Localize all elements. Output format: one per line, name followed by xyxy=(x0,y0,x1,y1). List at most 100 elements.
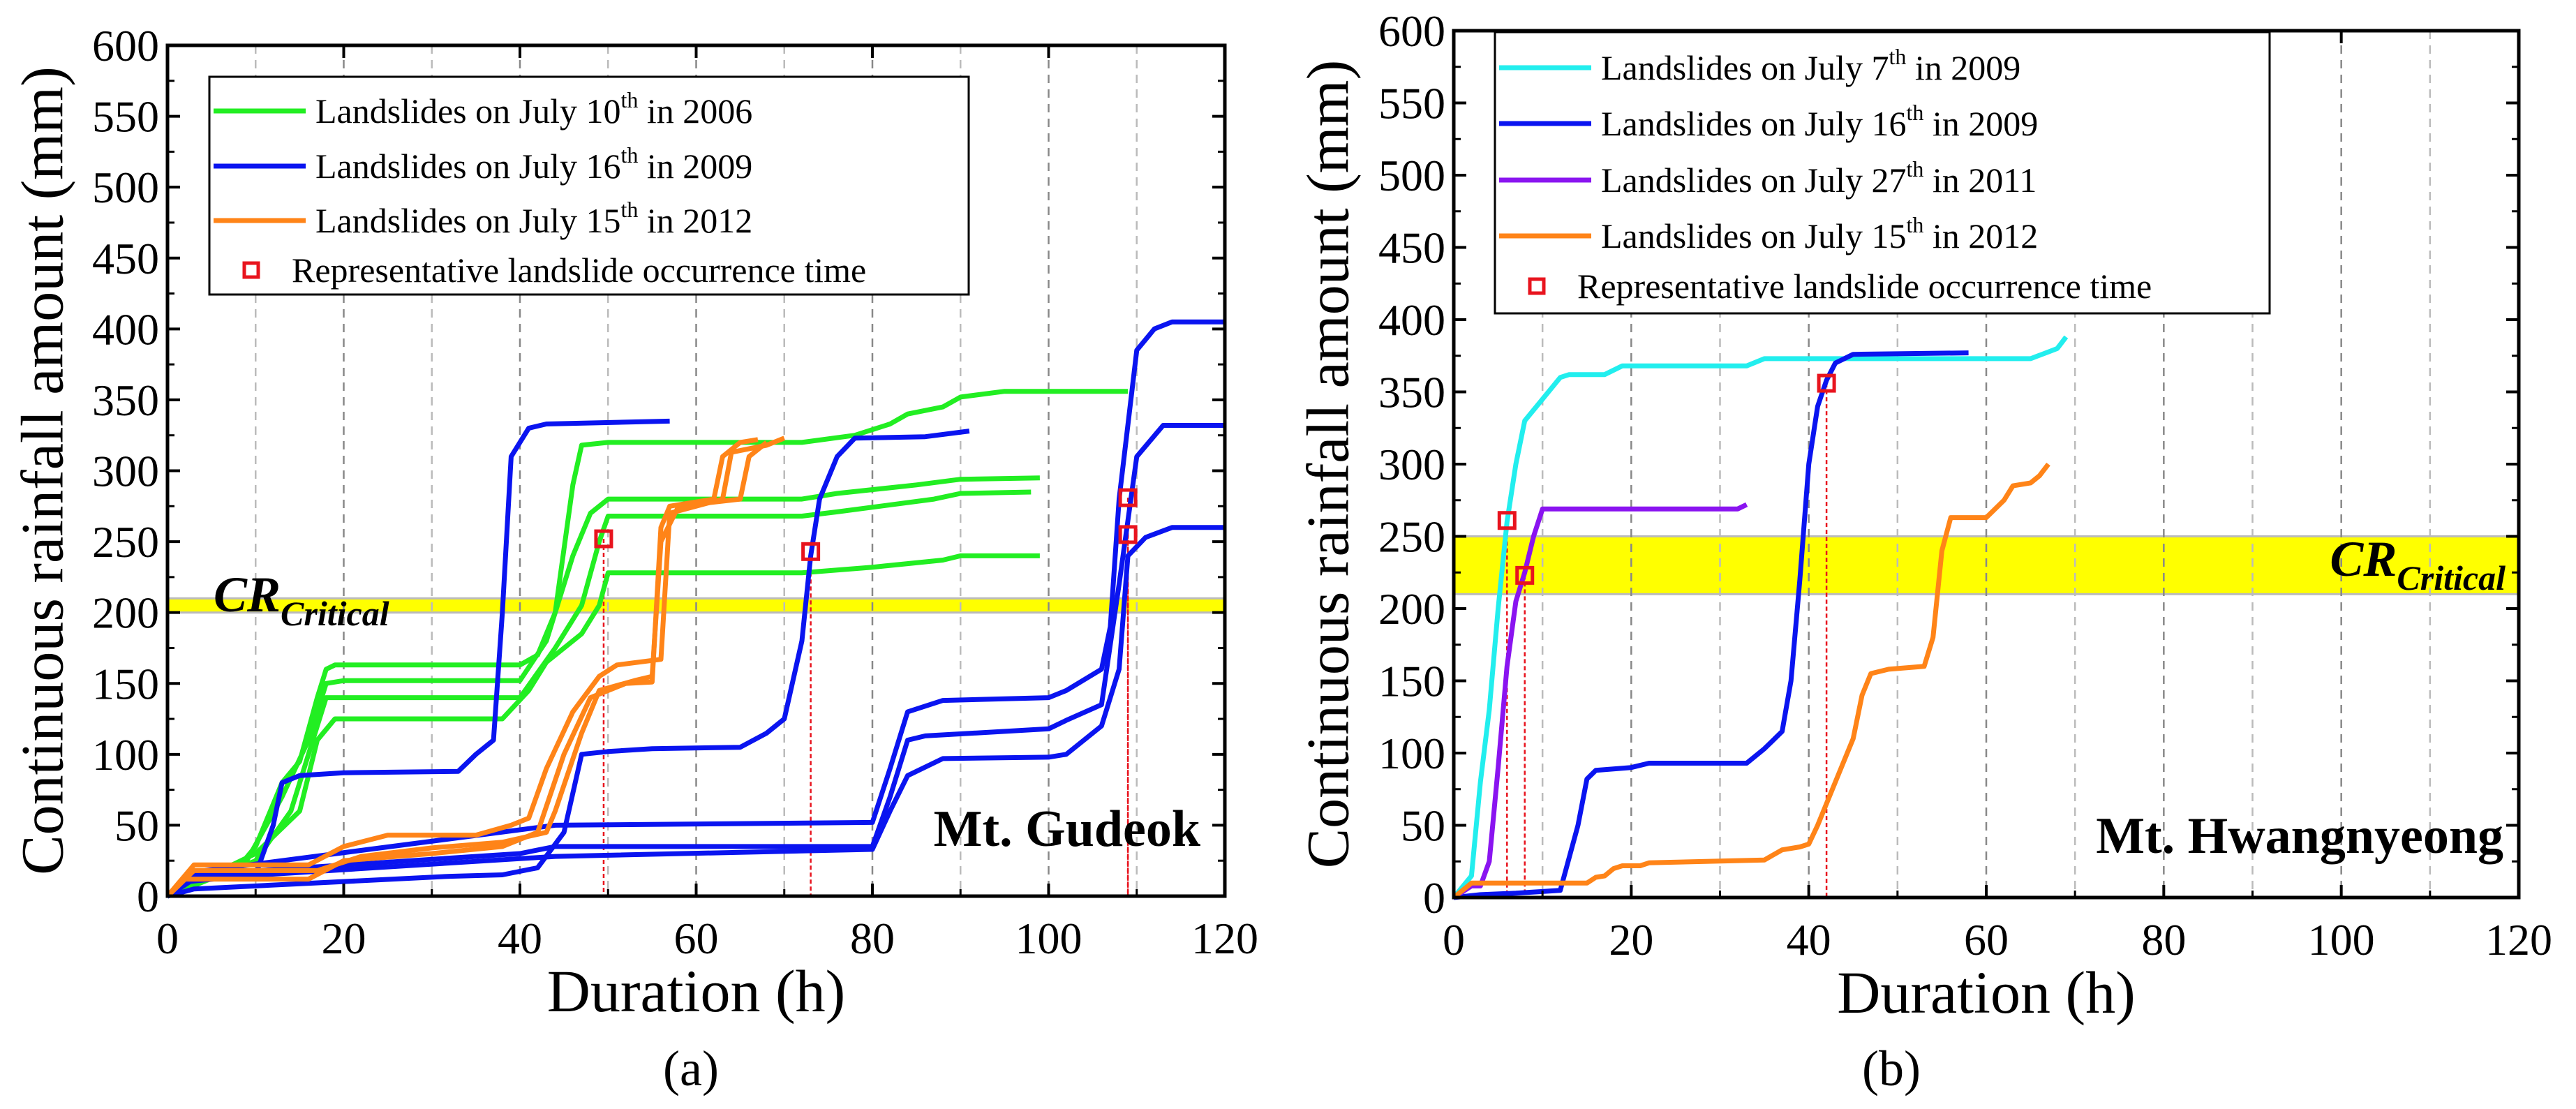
legend-label-text: Landslides on July 15 xyxy=(1601,216,1906,255)
y-tick-label: 350 xyxy=(92,375,159,425)
legend-label: Landslides on July 16th in 2009 xyxy=(315,142,752,186)
legend-label: Landslides on July 27th in 2011 xyxy=(1601,156,2037,200)
chart-panel-a: 0 20 40 60 80 100 120 0 50 100 150 200 250 300 350 400 4… xyxy=(9,21,1258,1096)
legend-label-text: Landslides on July 16 xyxy=(315,147,620,186)
y-tick-label: 350 xyxy=(1378,368,1445,417)
x-axis-title: Duration (h) xyxy=(547,958,845,1025)
legend-label: Landslides on July 15th in 2012 xyxy=(1601,212,2038,255)
landslide-occurrence-marker xyxy=(1118,488,1138,507)
y-tick-label: 600 xyxy=(92,21,159,70)
legend-label-text: Landslides on July 7 xyxy=(1601,48,1889,87)
landslide-occurrence-marker xyxy=(1497,511,1517,530)
y-tick-label: 500 xyxy=(1378,151,1445,200)
series-line-2006-b xyxy=(166,475,1040,899)
y-tick-label: 450 xyxy=(92,234,159,283)
chart-panel-b: 0 20 40 60 80 100 120 0 50 100 150 200 250 300 350 400 4… xyxy=(1295,6,2552,1096)
legend-swatch-marker xyxy=(1528,277,1546,295)
legend-label: Representative landslide occurrence time xyxy=(292,251,866,290)
y-tick-label: 150 xyxy=(92,659,159,708)
legend-label-text: Landslides on July 16 xyxy=(1601,104,1906,143)
y-tick-label: 200 xyxy=(1378,584,1445,634)
legend-label-superscript: th xyxy=(620,142,638,168)
critical-label-subscript: Critical xyxy=(2397,558,2506,597)
critical-label-main: CR xyxy=(214,567,281,623)
series-line-2006-c xyxy=(166,489,1032,899)
legend-label-superscript: th xyxy=(620,87,638,112)
y-tick-label: 450 xyxy=(1378,223,1445,273)
y-tick-label: 150 xyxy=(1378,657,1445,706)
series-line-2011-jul27 xyxy=(1452,502,1748,900)
legend-item: Landslides on July 27th in 2011 xyxy=(1499,156,2037,200)
y-tick-label: 550 xyxy=(92,92,159,142)
legend-item: Landslides on July 7th in 2009 xyxy=(1499,44,2020,87)
legend-item: Representative landslide occurrence time xyxy=(242,251,866,290)
y-tick-label: 300 xyxy=(1378,440,1445,489)
y-tick-label: 500 xyxy=(92,163,159,212)
site-annotation: Mt. Hwangnyeong xyxy=(2096,807,2503,865)
y-tick-label: 200 xyxy=(92,588,159,638)
panel-label: (b) xyxy=(1862,1041,1921,1096)
x-tick-label: 120 xyxy=(1191,914,1258,963)
legend-label-superscript: th xyxy=(1889,44,1906,69)
legend-label-superscript: th xyxy=(1906,156,1923,181)
series-line-2009-a xyxy=(165,418,670,898)
legend-box xyxy=(208,75,970,296)
legend-item: Landslides on July 16th in 2009 xyxy=(214,142,752,186)
legend-item: Landslides on July 10th in 2006 xyxy=(214,87,752,131)
y-tick-label: 0 xyxy=(1423,873,1445,923)
landslide-occurrence-marker xyxy=(801,542,821,561)
series-line-2012-c xyxy=(165,440,768,898)
x-tick-label: 40 xyxy=(498,914,542,963)
critical-label-subscript: Critical xyxy=(281,594,389,633)
landslide-occurrence-marker xyxy=(594,529,613,549)
legend-label-superscript: th xyxy=(1906,100,1923,125)
y-tick-label: 250 xyxy=(1378,512,1445,562)
legend-label-text: Landslides on July 15 xyxy=(315,201,620,240)
legend-label-text: Landslides on July 27 xyxy=(1601,161,1906,200)
legend-label-text: Landslides on July 10 xyxy=(315,91,620,131)
critical-label: CRCritical xyxy=(2330,531,2506,597)
y-tick-label: 50 xyxy=(114,801,159,850)
series-line-2009-jul7 xyxy=(1452,335,2069,900)
x-tick-label: 60 xyxy=(674,914,719,963)
landslide-occurrence-marker xyxy=(1515,565,1535,585)
legend-item: Representative landslide occurrence time xyxy=(1528,267,2152,306)
x-tick-label: 40 xyxy=(1787,915,1831,965)
x-tick-label: 20 xyxy=(322,914,366,963)
series-line-2012-jul15 xyxy=(1452,462,2050,900)
y-axis-title: Continuous rainfall amount (mm) xyxy=(9,66,76,874)
x-tick-label: 0 xyxy=(1443,915,1465,965)
series-line-2009-d xyxy=(165,319,1225,898)
site-annotation: Mt. Gudeok xyxy=(934,801,1201,858)
series-line-2012-a xyxy=(165,436,786,898)
legend-box xyxy=(1494,31,2271,315)
y-tick-label: 250 xyxy=(92,517,159,567)
critical-label: CRCritical xyxy=(214,567,389,633)
legend-label-text: in 2006 xyxy=(638,91,752,131)
series-line-2006-a xyxy=(166,389,1129,899)
legend-label-text: in 2009 xyxy=(1906,48,2020,87)
legend-item: Landslides on July 15th in 2012 xyxy=(214,197,752,240)
x-tick-label: 80 xyxy=(2141,915,2186,965)
x-tick-label: 20 xyxy=(1609,915,1653,965)
landslide-occurrence-marker xyxy=(1118,525,1138,544)
legend-label: Representative landslide occurrence time xyxy=(1577,267,2152,306)
legend-label-superscript: th xyxy=(1906,212,1923,237)
legend: Landslides on July 10th in 2006Landslide… xyxy=(208,75,970,296)
legend-label: Landslides on July 7th in 2009 xyxy=(1601,44,2020,87)
x-tick-label: 100 xyxy=(2308,915,2375,965)
legend-label-superscript: th xyxy=(620,197,638,222)
y-tick-label: 50 xyxy=(1401,801,1445,851)
y-axis-title: Continuous rainfall amount (mm) xyxy=(1295,60,1362,868)
legend-swatch-marker xyxy=(242,261,260,279)
x-tick-label: 0 xyxy=(156,914,179,963)
legend-item: Landslides on July 15th in 2012 xyxy=(1499,212,2038,255)
legend-label: Landslides on July 15th in 2012 xyxy=(315,197,752,240)
y-tick-label: 100 xyxy=(92,730,159,780)
x-tick-label: 120 xyxy=(2485,915,2552,965)
critical-label-main: CR xyxy=(2330,531,2397,587)
series-line-2009-c xyxy=(165,423,1225,898)
legend-item: Landslides on July 16th in 2009 xyxy=(1499,100,2038,143)
y-tick-label: 600 xyxy=(1378,6,1445,56)
